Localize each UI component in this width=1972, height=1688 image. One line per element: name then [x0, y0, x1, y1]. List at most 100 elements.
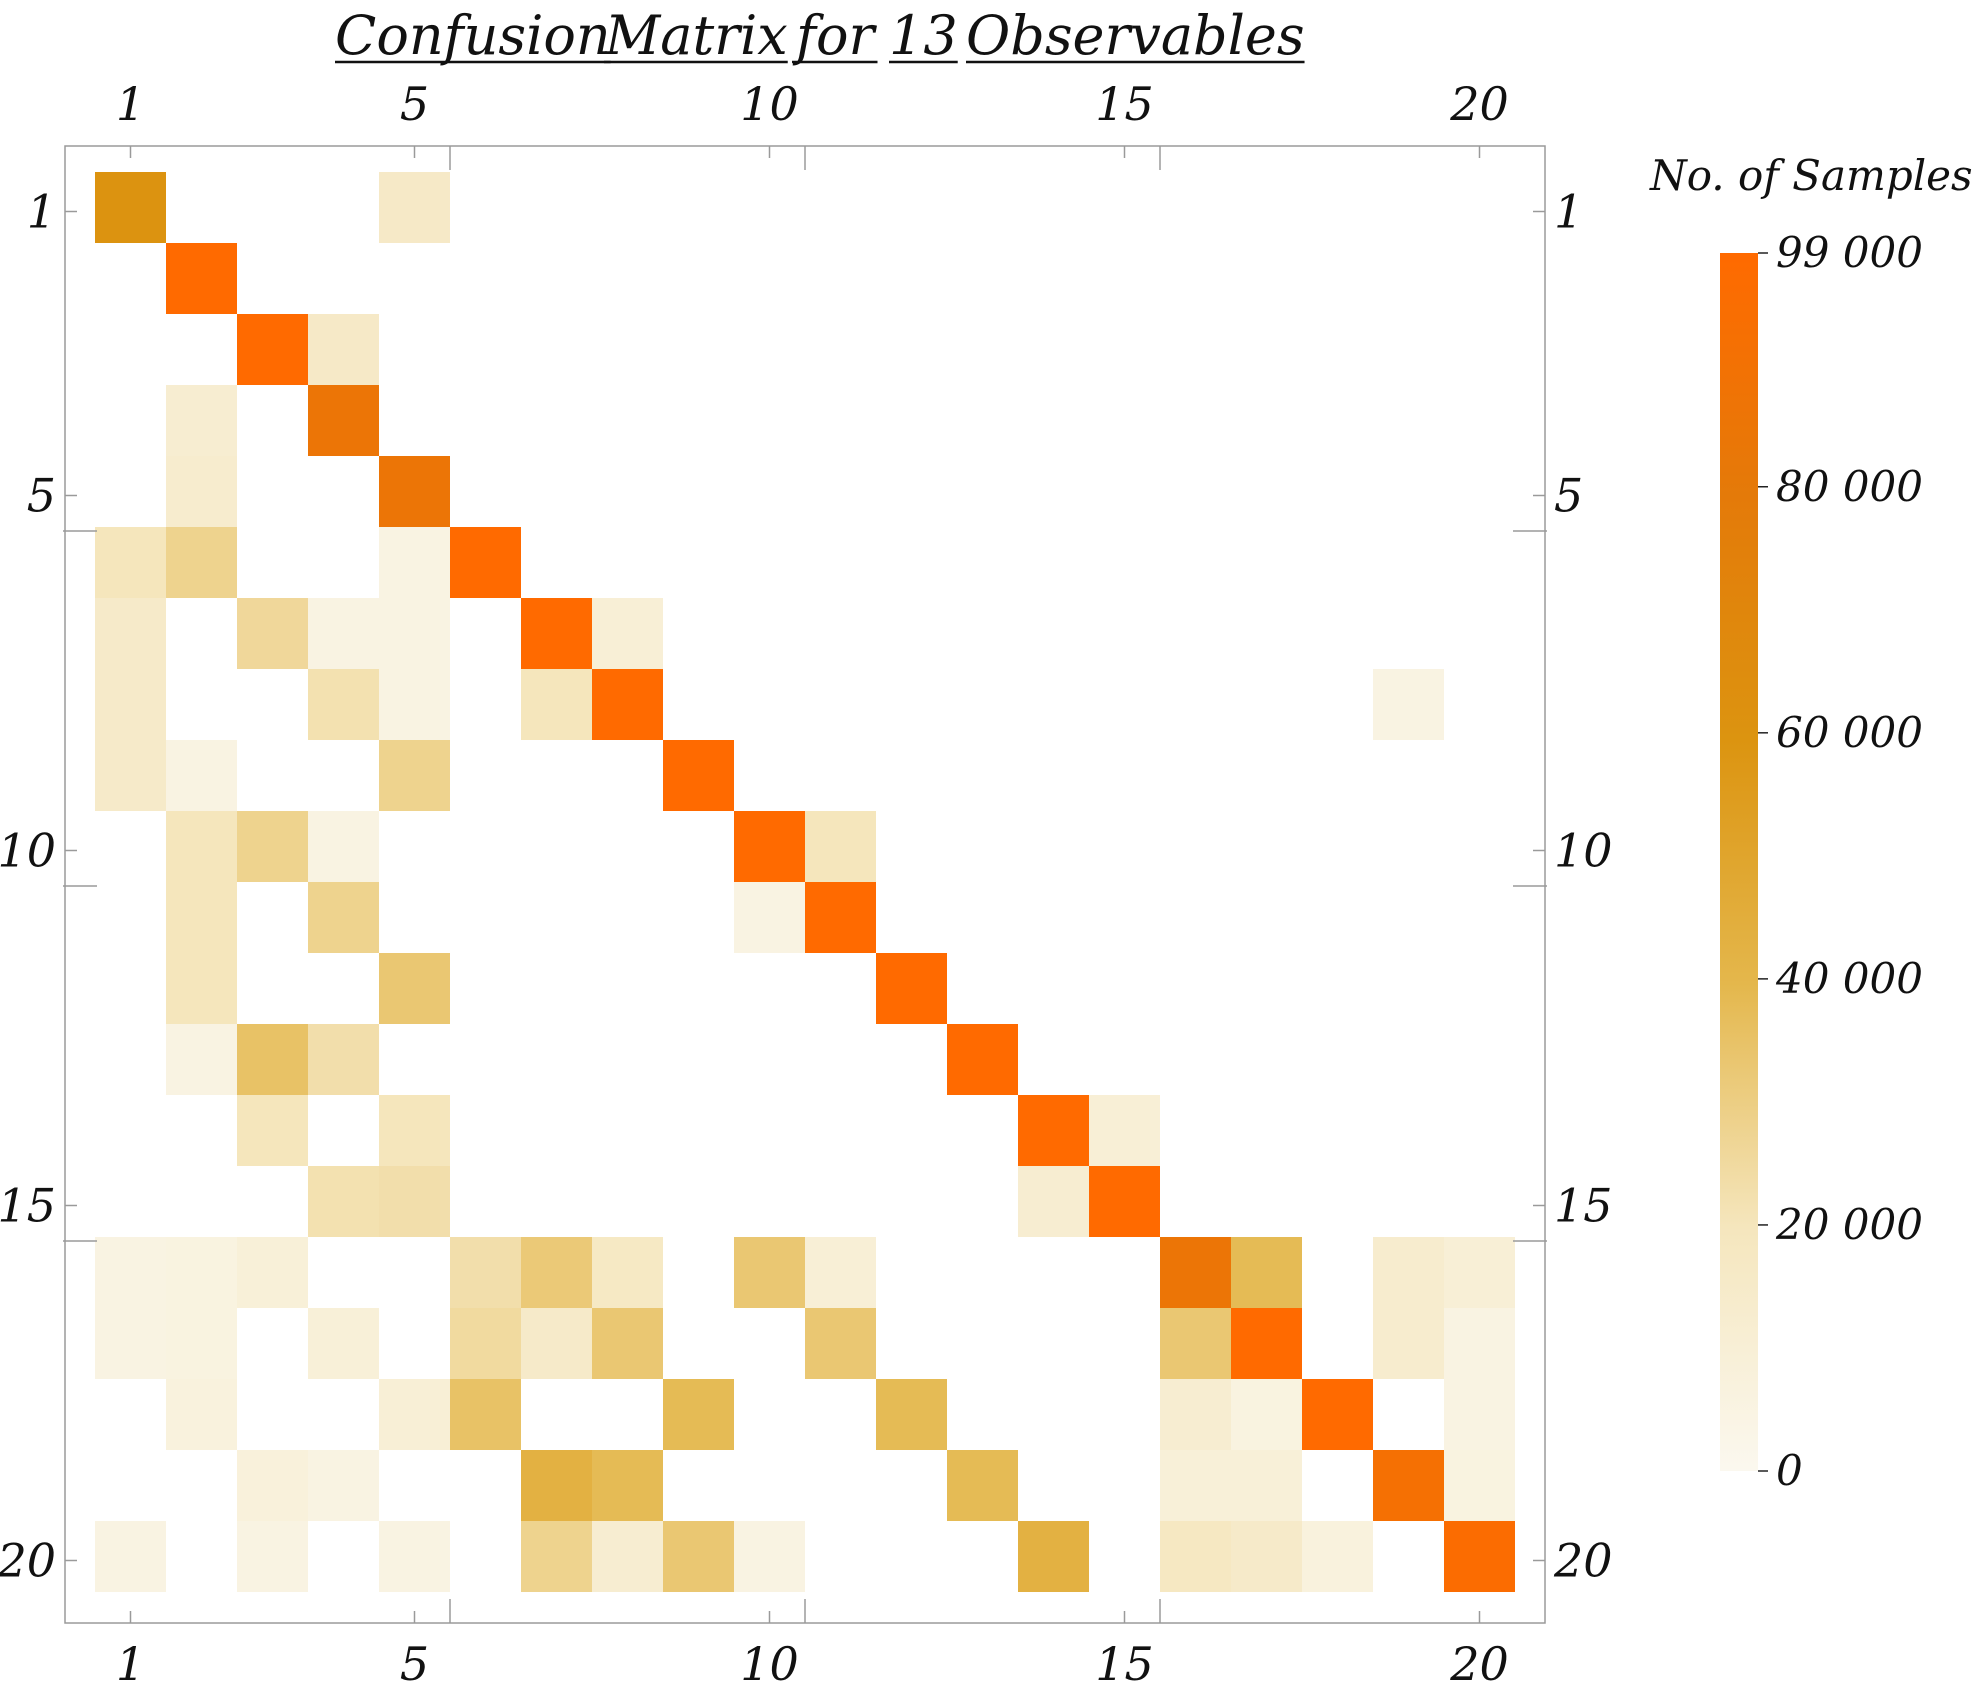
heatmap-cell: [166, 740, 237, 811]
right-tick-label: 5: [1554, 469, 1583, 523]
heatmap-cell: [1373, 1308, 1444, 1379]
heatmap-cell: [379, 669, 450, 740]
title-word: Observables: [966, 4, 1305, 67]
title-word: 13: [889, 4, 958, 67]
heatmap-cell: [379, 456, 450, 527]
heatmap-cell: [166, 243, 237, 314]
heatmap-cell: [95, 172, 166, 243]
heatmap-cell: [521, 1308, 592, 1379]
heatmap-cell: [1160, 1308, 1231, 1379]
heatmap-cell: [1231, 1450, 1302, 1521]
heatmap-cell: [1160, 1521, 1231, 1592]
bottom-tick-label: 1: [116, 1637, 145, 1688]
heatmap-cell: [1302, 1521, 1373, 1592]
heatmap-cell: [734, 811, 805, 882]
heatmap-cell: [95, 598, 166, 669]
top-tick-label: 15: [1095, 77, 1154, 131]
left-tick-label: 5: [27, 469, 56, 523]
heatmap-cell: [166, 811, 237, 882]
heatmap-cell: [1160, 1450, 1231, 1521]
heatmap-cell: [592, 1308, 663, 1379]
left-tick-label: 10: [0, 824, 56, 878]
heatmap-cell: [237, 1450, 308, 1521]
heatmap-cell: [734, 1237, 805, 1308]
heatmap-cell: [450, 1308, 521, 1379]
heatmap-cell: [308, 669, 379, 740]
heatmap-cell: [521, 1237, 592, 1308]
left-tick-label: 15: [0, 1179, 56, 1233]
heatmap-cell: [1231, 1521, 1302, 1592]
title-word: for: [792, 4, 877, 67]
heatmap-cell: [805, 811, 876, 882]
heatmap-cell: [947, 1450, 1018, 1521]
colorbar: [1720, 253, 1758, 1471]
heatmap-cell: [237, 811, 308, 882]
heatmap-cell: [379, 598, 450, 669]
heatmap-cell: [1018, 1521, 1089, 1592]
right-tick-label: 20: [1553, 1534, 1613, 1588]
heatmap-cell: [237, 314, 308, 385]
heatmap-cell: [308, 1450, 379, 1521]
heatmap-cell: [379, 172, 450, 243]
title-word: Matrix: [604, 4, 788, 67]
heatmap-cell: [805, 1308, 876, 1379]
heatmap-cell: [379, 953, 450, 1024]
colorbar-tick-label: 80 000: [1776, 462, 1923, 511]
heatmap-cell: [379, 527, 450, 598]
bottom-axis-labels: 1 5 10 15 20: [116, 1637, 1509, 1688]
heatmap-cell: [876, 953, 947, 1024]
colorbar-tick-label: 40 000: [1775, 954, 1923, 1003]
heatmap-cell: [308, 314, 379, 385]
bottom-tick-label: 5: [400, 1637, 429, 1688]
heatmap-cell: [379, 1379, 450, 1450]
top-tick-label: 10: [740, 77, 799, 131]
top-tick-label: 1: [116, 77, 145, 131]
heatmap-cell: [95, 527, 166, 598]
heatmap-cell: [166, 1308, 237, 1379]
heatmap-cell: [450, 1379, 521, 1450]
top-tick-label: 5: [400, 77, 429, 131]
heatmap-cell: [95, 740, 166, 811]
bottom-tick-label: 15: [1095, 1637, 1154, 1688]
heatmap-cell: [237, 1237, 308, 1308]
heatmap-cell: [95, 1237, 166, 1308]
left-tick-label: 20: [0, 1534, 56, 1588]
heatmap-cell: [379, 1521, 450, 1592]
heatmap-cell: [166, 1024, 237, 1095]
heatmap-cell: [379, 1166, 450, 1237]
heatmap-cell: [521, 1450, 592, 1521]
heatmap-cell: [237, 598, 308, 669]
heatmap-cell: [521, 598, 592, 669]
heatmap-cell: [166, 882, 237, 953]
heatmap-cell: [1018, 1095, 1089, 1166]
heatmap-cell: [166, 1379, 237, 1450]
heatmap-cell: [308, 1024, 379, 1095]
right-tick-label: 15: [1554, 1179, 1613, 1233]
heatmap-cell: [1231, 1308, 1302, 1379]
heatmap-cell: [1089, 1166, 1160, 1237]
colorbar-tick-label: 60 000: [1776, 708, 1923, 757]
heatmap-cell: [805, 1237, 876, 1308]
heatmap-cell: [521, 669, 592, 740]
heatmap-cell: [1373, 1450, 1444, 1521]
heatmap-cell: [876, 1379, 947, 1450]
heatmap-cell: [663, 1379, 734, 1450]
heatmap-cell: [308, 811, 379, 882]
heatmap-cell: [237, 1521, 308, 1592]
heatmap-cell: [1373, 1237, 1444, 1308]
heatmap-cell: [734, 882, 805, 953]
heatmap-cell: [166, 953, 237, 1024]
heatmap-cell: [1231, 1379, 1302, 1450]
heatmap-cell: [663, 1521, 734, 1592]
heatmap-cell: [805, 882, 876, 953]
heatmap-cell: [308, 882, 379, 953]
heatmap-cell: [166, 1237, 237, 1308]
heatmap-cell: [379, 1095, 450, 1166]
heatmap-cell: [1160, 1237, 1231, 1308]
colorbar-ticks: 0 20 000 40 000 60 000 80 000 99 000: [1758, 228, 1923, 1495]
heatmap-cell: [592, 1450, 663, 1521]
heatmap-cell: [95, 1521, 166, 1592]
